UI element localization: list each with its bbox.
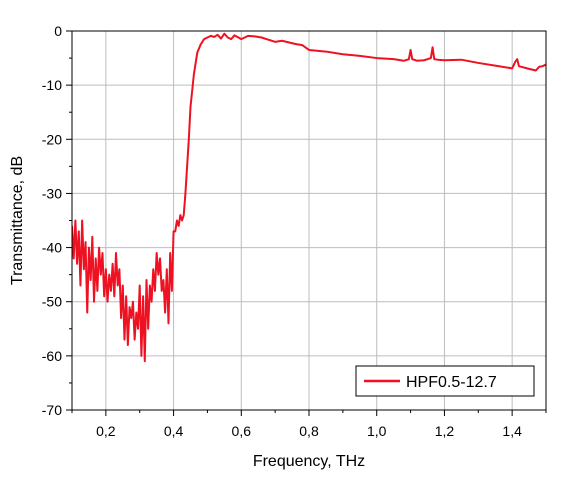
- y-tick-label: -60: [42, 348, 62, 364]
- y-axis-title: Transmittance, dB: [9, 156, 26, 285]
- y-tick-label: -70: [42, 402, 62, 418]
- x-tick-label: 1,0: [367, 423, 387, 439]
- y-tick-label: -40: [42, 240, 62, 256]
- y-tick-label: 0: [54, 23, 62, 39]
- y-tick-label: -10: [42, 77, 62, 93]
- y-tick-label: -50: [42, 294, 62, 310]
- x-tick-label: 0,2: [96, 423, 116, 439]
- y-tick-label: -30: [42, 185, 62, 201]
- x-axis-title: Frequency, THz: [253, 453, 365, 470]
- x-tick-label: 0,4: [164, 423, 184, 439]
- legend-label: HPF0.5-12.7: [406, 374, 497, 391]
- x-tick-label: 0,8: [299, 423, 319, 439]
- axis-ticks: [66, 30, 547, 416]
- grid-lines: [72, 31, 546, 410]
- series-line-0: [72, 32, 546, 363]
- x-tick-label: 1,2: [435, 423, 455, 439]
- x-tick-label: 0,6: [232, 423, 252, 439]
- x-tick-label: 1,4: [502, 423, 522, 439]
- data-layer: [72, 32, 546, 363]
- y-tick-label: -20: [42, 131, 62, 147]
- legend: HPF0.5-12.7: [355, 365, 535, 397]
- tick-labels: 0,2 0,4 0,6 0,8 1,0 1,2 1,4 0 -10 -20 -30 -40 -50 -60…: [42, 23, 522, 439]
